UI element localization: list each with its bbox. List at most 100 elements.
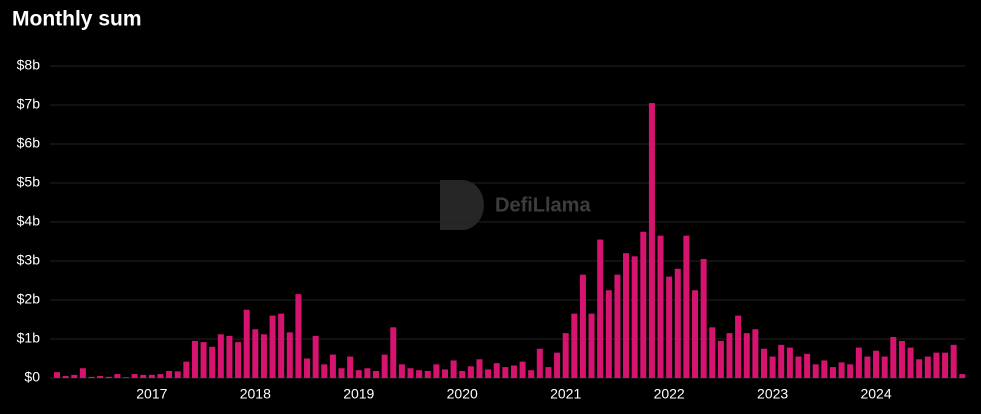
bar	[235, 342, 242, 378]
x-tick-label: 2017	[136, 386, 167, 402]
y-tick-label: $0	[24, 369, 40, 385]
y-tick-label: $7b	[17, 96, 41, 112]
bar	[79, 368, 86, 378]
bar	[700, 259, 707, 378]
bar	[502, 367, 509, 378]
watermark-text: DefiLlama	[495, 194, 591, 216]
bar	[243, 309, 250, 378]
bar	[735, 315, 742, 378]
y-tick-label: $1b	[17, 330, 41, 346]
bar	[916, 359, 923, 378]
bar	[812, 364, 819, 378]
bar	[450, 360, 457, 378]
bar	[398, 364, 405, 378]
bar	[597, 239, 604, 378]
bar	[907, 347, 914, 378]
watermark-logo	[440, 180, 484, 230]
bar	[838, 362, 845, 378]
y-tick-label: $8b	[17, 57, 41, 73]
bar	[467, 366, 474, 378]
bar	[338, 368, 345, 378]
bar	[200, 342, 207, 378]
y-tick-label: $4b	[17, 213, 41, 229]
bar	[614, 274, 621, 378]
bar	[623, 253, 630, 378]
bar	[674, 268, 681, 378]
bar	[545, 367, 552, 378]
bar	[321, 364, 328, 378]
bar	[485, 369, 492, 378]
bar	[855, 347, 862, 378]
bar	[924, 356, 931, 378]
bar	[157, 374, 164, 378]
bar	[286, 332, 293, 378]
bar	[554, 352, 561, 378]
bar	[329, 354, 336, 378]
bar	[760, 348, 767, 378]
bar	[71, 374, 78, 378]
bar	[804, 353, 811, 378]
y-tick-label: $3b	[17, 252, 41, 268]
bar	[769, 356, 776, 378]
bar	[62, 376, 69, 378]
bar	[347, 356, 354, 378]
bar	[105, 376, 112, 378]
bar	[166, 370, 173, 378]
bar	[252, 329, 259, 378]
bar	[528, 370, 535, 378]
bar	[562, 333, 569, 378]
bar	[407, 368, 414, 378]
y-tick-label: $5b	[17, 174, 41, 190]
x-tick-label: 2021	[550, 386, 581, 402]
bar	[795, 356, 802, 378]
bar	[209, 346, 216, 378]
bar	[148, 374, 155, 378]
bar	[959, 374, 966, 378]
bar	[390, 327, 397, 378]
bar	[226, 335, 233, 378]
bar	[829, 367, 836, 378]
bar	[140, 374, 147, 378]
bar	[441, 369, 448, 378]
bar	[373, 370, 380, 378]
bar	[364, 368, 371, 378]
bar	[726, 333, 733, 378]
bar	[864, 356, 871, 378]
bar	[942, 352, 949, 378]
bar	[933, 352, 940, 378]
bar	[183, 361, 190, 378]
bar	[278, 313, 285, 378]
bar	[847, 364, 854, 378]
bar	[950, 344, 957, 378]
bar	[683, 235, 690, 378]
bar	[114, 374, 121, 378]
bar	[571, 313, 578, 378]
bar	[709, 327, 716, 378]
bar	[519, 361, 526, 378]
x-tick-label: 2020	[447, 386, 478, 402]
bar	[174, 371, 181, 378]
bar	[312, 335, 319, 378]
bar	[355, 370, 362, 378]
x-tick-label: 2023	[757, 386, 788, 402]
x-tick-label: 2024	[860, 386, 891, 402]
bar	[640, 231, 647, 378]
bar	[631, 256, 638, 378]
bar	[648, 103, 655, 379]
bar	[881, 356, 888, 378]
bar	[191, 340, 198, 378]
bar	[786, 347, 793, 378]
bar	[692, 290, 699, 378]
bar	[295, 294, 302, 378]
bar	[510, 365, 517, 378]
bar	[752, 329, 759, 378]
y-tick-label: $2b	[17, 291, 41, 307]
bar	[304, 358, 311, 378]
x-tick-label: 2018	[240, 386, 271, 402]
bar	[424, 370, 431, 378]
bar	[873, 350, 880, 378]
bar	[260, 334, 267, 378]
bar	[97, 376, 104, 378]
